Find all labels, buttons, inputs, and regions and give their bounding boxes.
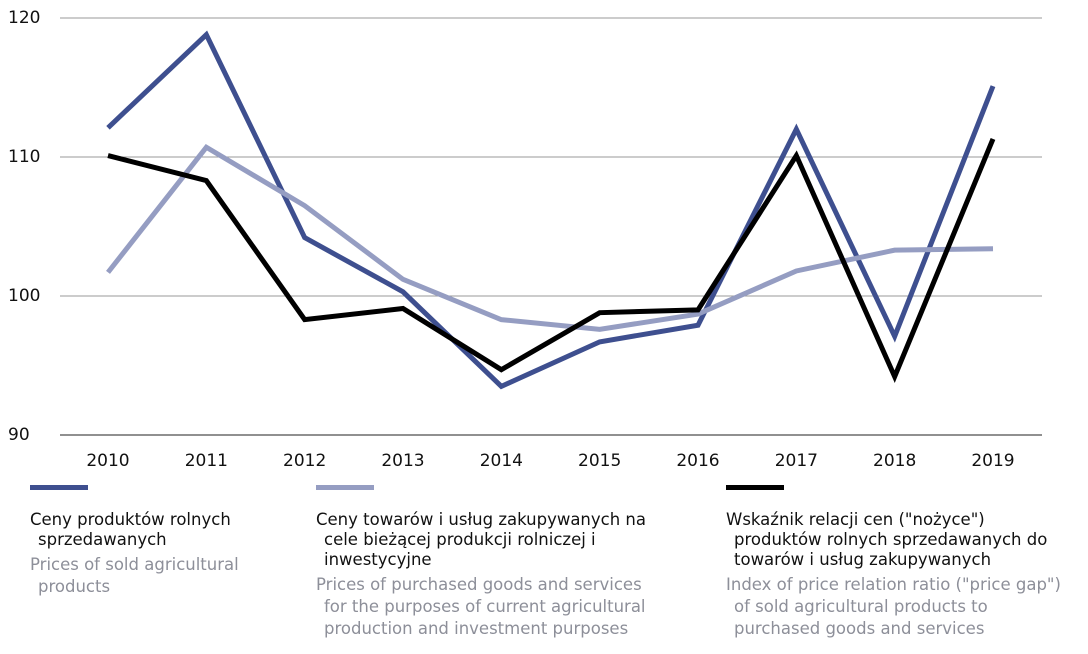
y-tick-label: 120 bbox=[8, 8, 40, 28]
chart: 90 100 110 120 2010 2011 2012 2013 2014 2015 2016 2… bbox=[8, 8, 1042, 471]
legend-translation: Index of price relation ratio ("price ga… bbox=[726, 575, 1061, 638]
legend-item: Wskaźnik relacji cen ("nożyce") produktó… bbox=[726, 485, 1076, 640]
x-tick-label: 2012 bbox=[283, 451, 326, 471]
legend-label: Ceny produktów rolnych sprzedawanych bbox=[30, 510, 231, 549]
x-tick-label: 2015 bbox=[578, 451, 621, 471]
x-tick-label: 2018 bbox=[873, 451, 916, 471]
legend-label: Ceny towarów i usług zakupywanych na cel… bbox=[316, 510, 646, 569]
legend-item: Ceny produktów rolnych sprzedawanych Pric… bbox=[30, 485, 270, 598]
y-tick-label: 110 bbox=[8, 147, 40, 167]
series-line bbox=[107, 137, 996, 383]
legend-item: Ceny towarów i usług zakupywanych na cel… bbox=[316, 485, 666, 640]
legend-swatch bbox=[726, 485, 784, 490]
y-tick-label: 90 bbox=[8, 425, 30, 445]
legend-translation: Prices of purchased goods and services f… bbox=[316, 575, 646, 638]
x-tick-label: 2011 bbox=[185, 451, 228, 471]
x-tick-label: 2014 bbox=[480, 451, 523, 471]
legend-swatch bbox=[30, 485, 88, 490]
x-tick-label: 2013 bbox=[381, 451, 424, 471]
x-tick-label: 2010 bbox=[86, 451, 129, 471]
y-tick-label: 100 bbox=[8, 286, 40, 306]
legend-translation: Prices of sold agricultural products bbox=[30, 555, 239, 596]
x-tick-label: 2017 bbox=[775, 451, 818, 471]
x-tick-label: 2016 bbox=[676, 451, 719, 471]
series-line bbox=[106, 30, 996, 390]
legend-swatch bbox=[316, 485, 374, 490]
x-tick-label: 2019 bbox=[971, 451, 1014, 471]
legend-label: Wskaźnik relacji cen ("nożyce") produktó… bbox=[726, 510, 1048, 569]
